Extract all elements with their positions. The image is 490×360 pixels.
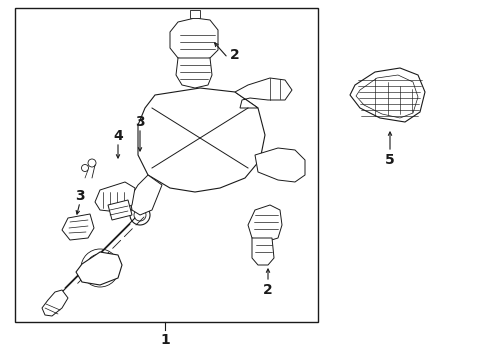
Bar [15,8,318,322]
Circle shape [283,158,297,172]
Polygon shape [356,75,418,118]
Polygon shape [95,182,135,212]
Polygon shape [62,214,94,240]
Polygon shape [42,290,68,316]
Polygon shape [190,10,200,18]
Polygon shape [176,58,212,88]
Polygon shape [76,252,122,285]
Polygon shape [108,200,132,220]
Polygon shape [138,88,265,192]
Polygon shape [252,238,274,265]
Polygon shape [248,205,282,242]
Polygon shape [350,68,425,122]
Text: 3: 3 [75,189,85,203]
Text: 1: 1 [160,333,170,347]
Text: 2: 2 [263,283,273,297]
Polygon shape [235,78,292,108]
Text: 5: 5 [385,153,395,167]
Text: 2: 2 [230,48,240,62]
Circle shape [189,32,201,44]
Circle shape [134,209,146,221]
Circle shape [130,205,150,225]
Polygon shape [255,148,305,182]
Text: 3: 3 [135,115,145,129]
Polygon shape [130,175,162,215]
Text: 4: 4 [113,129,123,143]
Polygon shape [170,18,218,62]
